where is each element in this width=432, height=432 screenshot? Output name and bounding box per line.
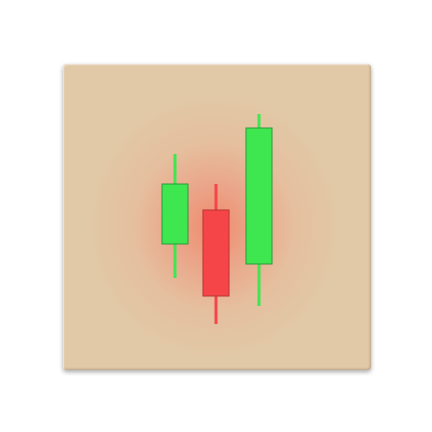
candlestick-chart [161, 114, 273, 324]
candle-body [202, 209, 230, 297]
candle-2 [202, 184, 230, 324]
candle-3 [245, 114, 273, 306]
candle-1 [161, 154, 189, 278]
candle-body [245, 127, 273, 265]
candlestick-chart-icon [63, 64, 371, 370]
candle-body [161, 183, 189, 245]
